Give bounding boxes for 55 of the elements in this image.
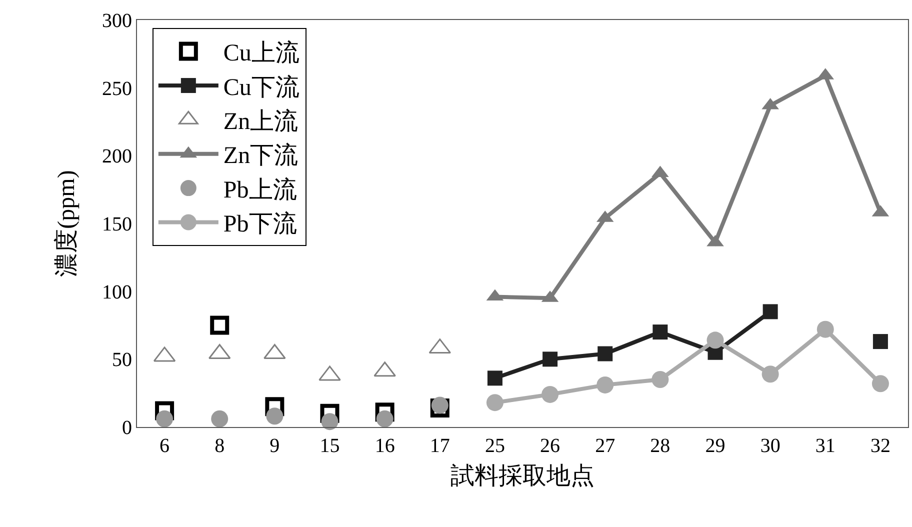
point bbox=[210, 316, 230, 335]
point bbox=[265, 397, 284, 416]
point bbox=[762, 304, 778, 320]
point bbox=[706, 332, 724, 349]
x-tick-label: 30 bbox=[760, 435, 780, 457]
point bbox=[652, 324, 668, 340]
x-tick-label: 9 bbox=[270, 435, 280, 457]
point bbox=[872, 375, 889, 392]
x-tick-label: 6 bbox=[160, 435, 170, 457]
point bbox=[816, 320, 834, 338]
legend-label: Cu下流 bbox=[223, 74, 300, 101]
y-tick-label: 100 bbox=[102, 281, 132, 304]
x-tick-label: 8 bbox=[214, 435, 225, 457]
x-tick-label: 16 bbox=[374, 435, 395, 457]
legend-label: Cu上流 bbox=[223, 40, 300, 67]
point bbox=[375, 402, 394, 422]
legend-label: Pb上流 bbox=[223, 176, 297, 204]
point bbox=[211, 410, 228, 428]
x-tick-label: 32 bbox=[870, 435, 890, 457]
point bbox=[320, 404, 340, 423]
point bbox=[598, 346, 613, 362]
x-tick-label: 15 bbox=[320, 435, 340, 457]
point bbox=[487, 370, 502, 386]
y-tick-label: 250 bbox=[102, 78, 132, 100]
point bbox=[652, 371, 669, 388]
point bbox=[376, 410, 394, 428]
legend-label: Zn下流 bbox=[223, 142, 298, 170]
point bbox=[321, 413, 338, 430]
point bbox=[542, 386, 559, 403]
x-tick-label: 29 bbox=[705, 435, 726, 457]
point bbox=[156, 410, 174, 428]
y-tick-label: 150 bbox=[102, 214, 132, 236]
x-tick-label: 31 bbox=[815, 435, 836, 457]
point bbox=[430, 398, 450, 418]
x-tick-label: 27 bbox=[595, 435, 616, 457]
x-tick-label: 17 bbox=[430, 435, 450, 457]
x-axis-title: 試料採取地点 bbox=[450, 463, 594, 490]
point bbox=[762, 366, 779, 383]
legend-label: Zn上流 bbox=[223, 108, 298, 135]
y-tick-label: 50 bbox=[112, 349, 132, 372]
point bbox=[596, 376, 614, 394]
point bbox=[431, 396, 448, 414]
y-tick-label: 200 bbox=[102, 146, 132, 168]
point bbox=[872, 334, 888, 350]
legend-label: Pb下流 bbox=[223, 210, 297, 238]
x-tick-label: 26 bbox=[540, 435, 560, 457]
point bbox=[486, 394, 504, 412]
point bbox=[266, 408, 284, 425]
x-tick-label: 28 bbox=[650, 435, 670, 457]
y-axis-title: 濃度(ppm) bbox=[53, 170, 80, 277]
y-tick-label: 300 bbox=[102, 10, 132, 32]
point bbox=[155, 401, 174, 420]
y-tick-label: 0 bbox=[122, 417, 132, 439]
point bbox=[542, 352, 558, 367]
x-tick-label: 25 bbox=[484, 435, 505, 457]
